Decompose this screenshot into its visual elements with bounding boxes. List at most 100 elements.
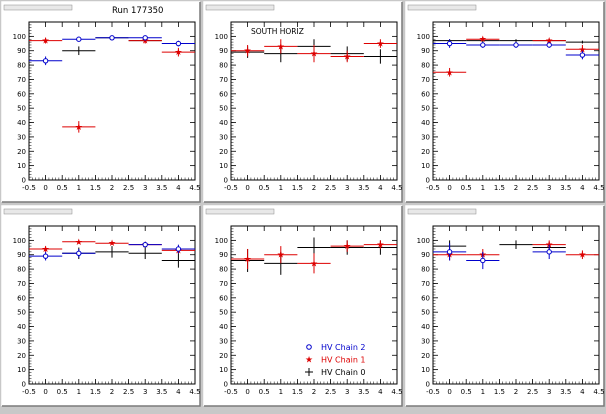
x-tick-label: -0.5 — [22, 184, 36, 192]
x-tick-label: 3.5 — [560, 184, 571, 192]
x-tick-label: 2 — [312, 184, 316, 192]
chart-panel: -0.5 0 0.5 1 1.5 2 2.5 3 3.5 4 4.50102030405060708… — [1, 205, 201, 407]
y-tick-label: 50 — [421, 309, 430, 317]
y-tick-label: 0 — [22, 381, 26, 389]
x-tick-label: 1.5 — [90, 388, 101, 396]
panel-header-strip — [407, 208, 477, 215]
legend-label: HV Chain 1 — [321, 356, 366, 365]
panel-bevel-dark — [2, 206, 201, 407]
x-tick-label: 1.5 — [292, 388, 303, 396]
data-point-marker: ★ — [479, 35, 487, 45]
y-tick-label: 50 — [219, 105, 228, 113]
chart-panel: -0.5 0 0.5 1 1.5 2 2.5 3 3.5 4 4.50102030405060708… — [203, 205, 403, 407]
x-tick-label: 3 — [547, 388, 551, 396]
x-tick-label: 0 — [245, 184, 249, 192]
panel-header-strip — [205, 4, 275, 11]
y-tick-label: 90 — [17, 251, 26, 259]
panel-bevel-dark — [204, 2, 403, 203]
x-tick-label: 4 — [176, 388, 181, 396]
panel-bevel-light — [1, 205, 200, 406]
x-tick-label: 3.5 — [156, 184, 167, 192]
x-tick-label: -0.5 — [426, 184, 440, 192]
y-tick-label: 70 — [219, 280, 228, 288]
data-point-marker — [42, 58, 49, 64]
x-tick-label: 3.5 — [358, 388, 369, 396]
data-point-marker — [76, 250, 82, 256]
x-tick-label: 4 — [378, 388, 383, 396]
y-tick-label: 100 — [417, 237, 430, 245]
y-tick-label: 70 — [17, 76, 26, 84]
y-tick-label: 100 — [417, 33, 430, 41]
chart-panel: -0.5 0 0.5 1 1.5 2 2.5 3 3.5 4 4.50102030405060708… — [1, 1, 201, 203]
data-point-marker — [579, 52, 586, 58]
x-tick-label: 2 — [514, 184, 518, 192]
y-tick-label: 20 — [219, 352, 228, 360]
x-tick-label: 2.5 — [123, 388, 134, 396]
x-tick-label: 3 — [345, 388, 349, 396]
data-point-marker — [513, 42, 519, 48]
data-point-marker — [142, 35, 148, 41]
x-tick-label: -0.5 — [22, 388, 36, 396]
x-tick-label: 0 — [245, 388, 249, 396]
y-tick-label: 60 — [17, 294, 26, 302]
region-label: SOUTH HORIZ — [251, 27, 304, 36]
x-tick-label: 1.5 — [494, 388, 505, 396]
y-tick-label: 90 — [219, 251, 228, 259]
y-tick-label: 40 — [219, 323, 228, 331]
x-tick-label: 2 — [514, 388, 518, 396]
x-tick-label: 3.5 — [156, 388, 167, 396]
y-tick-label: 90 — [421, 251, 430, 259]
run-label: Run 177350 — [112, 6, 163, 16]
y-tick-label: 100 — [13, 33, 26, 41]
x-tick-label: 0.5 — [259, 184, 270, 192]
y-tick-label: 30 — [219, 337, 228, 345]
y-tick-label: 20 — [421, 148, 430, 156]
x-tick-label: 4.5 — [593, 184, 604, 192]
y-tick-label: 30 — [421, 133, 430, 141]
y-tick-label: 50 — [17, 105, 26, 113]
x-tick-label: -0.5 — [426, 388, 440, 396]
x-tick-label: 3 — [345, 184, 349, 192]
x-tick-label: 0.5 — [461, 388, 472, 396]
data-point-marker — [546, 42, 552, 48]
y-tick-label: 60 — [219, 90, 228, 98]
data-point-marker — [446, 40, 453, 47]
x-tick-label: 0.5 — [461, 184, 472, 192]
y-tick-label: 90 — [421, 47, 430, 55]
panel-bevel-light — [405, 1, 604, 202]
data-point-marker — [480, 257, 486, 264]
y-tick-label: 40 — [17, 119, 26, 127]
x-tick-label: 3.5 — [358, 184, 369, 192]
y-tick-label: 80 — [17, 266, 26, 274]
x-tick-label: 0 — [43, 184, 47, 192]
x-tick-label: -0.5 — [224, 184, 238, 192]
y-tick-label: 10 — [421, 162, 430, 170]
chart-panel: -0.5 0 0.5 1 1.5 2 2.5 3 3.5 4 4.50102030405060708… — [405, 1, 605, 203]
panel-bevel-light — [405, 205, 604, 406]
x-tick-label: 4 — [580, 388, 585, 396]
y-tick-label: 20 — [421, 352, 430, 360]
y-tick-label: 0 — [224, 381, 228, 389]
panel-header-strip — [205, 208, 275, 215]
data-point-marker: ★ — [578, 251, 586, 261]
x-tick-label: -0.5 — [224, 388, 238, 396]
x-tick-label: 4.5 — [391, 184, 402, 192]
y-tick-label: 40 — [219, 119, 228, 127]
panel-header-strip — [3, 208, 73, 215]
x-tick-label: 0.5 — [259, 388, 270, 396]
plot-frame — [432, 225, 600, 385]
x-tick-label: 4 — [378, 184, 383, 192]
y-tick-label: 90 — [219, 47, 228, 55]
y-tick-label: 60 — [219, 294, 228, 302]
data-point-marker: ★ — [343, 242, 351, 252]
y-tick-label: 80 — [219, 266, 228, 274]
y-tick-label: 0 — [426, 177, 430, 185]
x-tick-label: 0.5 — [57, 184, 68, 192]
data-point-marker — [175, 246, 182, 252]
data-point-marker — [42, 253, 49, 259]
x-tick-label: 1 — [77, 184, 81, 192]
x-tick-label: 2 — [312, 388, 316, 396]
y-tick-label: 70 — [219, 76, 228, 84]
y-tick-label: 0 — [224, 177, 228, 185]
data-point-marker — [175, 40, 182, 47]
